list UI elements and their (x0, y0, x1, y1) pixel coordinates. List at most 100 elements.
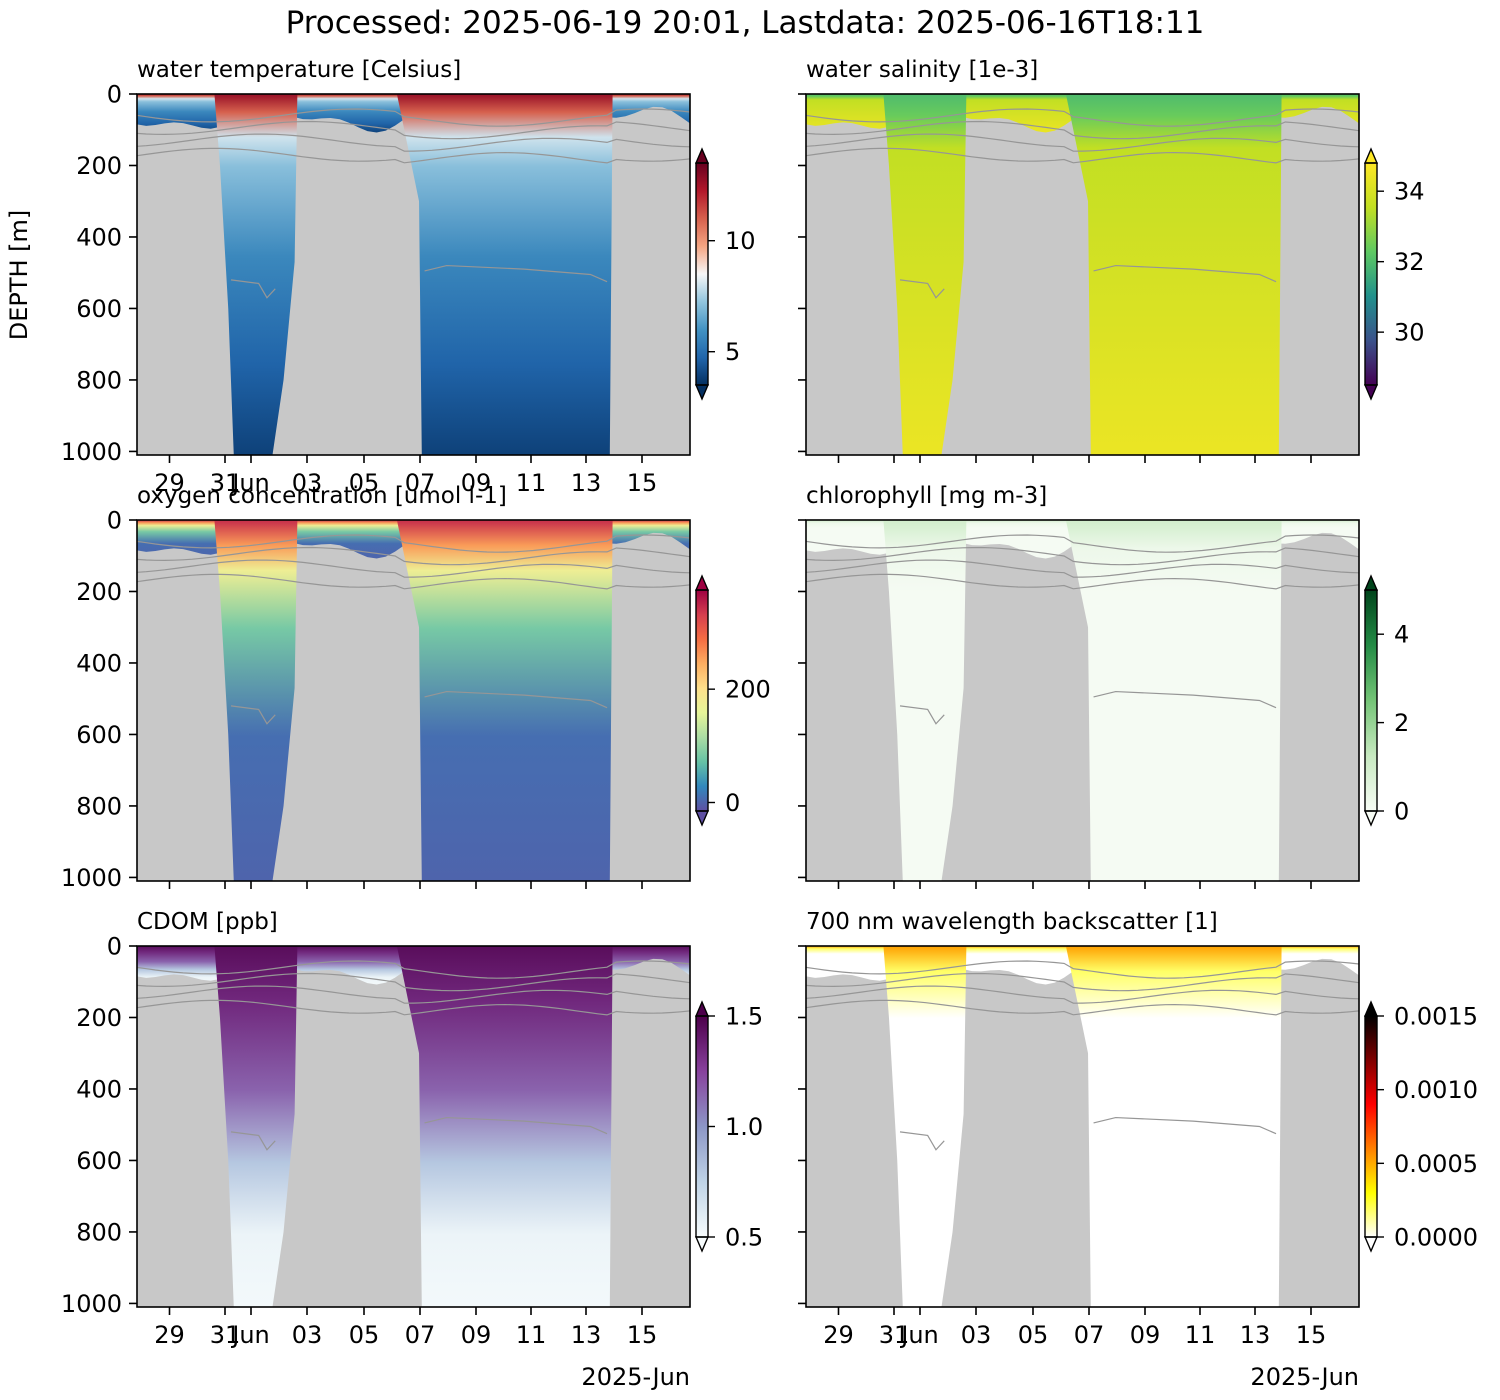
colorbar-extend-min (694, 384, 710, 401)
x-tick-label: 09 (1130, 1321, 1161, 1349)
contour-line (137, 985, 690, 1004)
colorbar-tick-label: 200 (725, 676, 771, 704)
contour-line (424, 690, 608, 709)
contour-line (137, 573, 690, 590)
y-tick-label: 800 (76, 1218, 122, 1246)
colorbar-tick-label: 0.0010 (1394, 1076, 1478, 1104)
contour-line (806, 999, 1359, 1016)
colorbar-gradient (696, 1016, 708, 1237)
colorbar-tick-label: 10 (725, 227, 756, 255)
colorbar: 30 32 34 (1363, 147, 1425, 401)
x-tick-label: 03 (292, 469, 323, 497)
x-tick-label: 15 (627, 469, 658, 497)
contour-line (137, 534, 690, 553)
x-tick-label: 31 (879, 1321, 910, 1349)
x-tick-label: 09 (461, 1321, 492, 1349)
deep-cast-1 (883, 520, 967, 881)
contour-line (424, 264, 608, 283)
contour-line (137, 960, 690, 979)
colorbar-gradient (696, 590, 708, 811)
colorbar-frame (1364, 162, 1378, 386)
contour-line (137, 999, 690, 1016)
y-tick-label: 600 (76, 295, 122, 323)
deep-cast-1 (214, 520, 298, 881)
colorbar-extend-max (694, 147, 710, 164)
deep-cast-1 (883, 94, 967, 455)
colorbar-frame (695, 589, 709, 812)
colorbar-extend-min (694, 1236, 710, 1253)
contour-line (806, 559, 1359, 578)
contour-line (137, 546, 690, 566)
colorbar-extend-max (694, 1000, 710, 1017)
heatmap-field (806, 94, 1359, 455)
contour-line (1093, 1116, 1277, 1135)
colorbar-tick-label: 34 (1394, 178, 1425, 206)
colorbar-extend-min (1363, 384, 1379, 401)
y-tick-label: 600 (76, 1147, 122, 1175)
contour-line (806, 534, 1359, 553)
x-tick-label: Jun (899, 1321, 939, 1349)
deep-cast-2 (396, 946, 613, 1307)
contour-line (806, 108, 1359, 127)
x-tick-label: 05 (349, 469, 380, 497)
y-tick-label: 400 (76, 1075, 122, 1103)
colorbar: 0.0000 0.0005 0.0010 0.0015 (1363, 1000, 1478, 1253)
contour-line (137, 108, 690, 127)
contour-line (1093, 690, 1277, 709)
y-tick-label: 0 (107, 933, 122, 961)
contour-line (899, 1131, 945, 1151)
contour-line (137, 559, 690, 578)
y-tick-label: 200 (76, 152, 122, 180)
axes-frame (136, 945, 691, 1308)
x-tick-label: 11 (1185, 1321, 1216, 1349)
deep-cast-2 (1065, 520, 1282, 881)
colorbar-tick-label: 0.5 (725, 1224, 763, 1252)
x-tick-label: 31 (210, 1321, 241, 1349)
colorbar-gradient (1365, 163, 1377, 385)
y-tick-label: 1000 (61, 1290, 122, 1318)
colorbar-extend-min (694, 810, 710, 827)
colorbar-tick-label: 30 (1394, 319, 1425, 347)
colorbar-frame (1364, 589, 1378, 812)
heatmap-field (806, 520, 1359, 881)
colorbar: 0 200 (694, 574, 771, 827)
x-tick-label: 07 (405, 469, 436, 497)
y-tick-label: 400 (76, 649, 122, 677)
panel-title: 700 nm wavelength backscatter [1] (806, 909, 1218, 935)
y-tick-label: 200 (76, 1004, 122, 1032)
contour-line (1093, 264, 1277, 283)
panel-title: CDOM [ppb] (137, 909, 278, 935)
contour-line (806, 960, 1359, 979)
deep-cast-2 (396, 94, 613, 455)
contour-line (806, 985, 1359, 1004)
contour-line (137, 133, 690, 152)
colorbar-tick-label: 1.0 (725, 1113, 763, 1141)
contour-line (806, 120, 1359, 140)
y-tick-label: 1000 (61, 864, 122, 892)
colorbar-tick-label: 0.0000 (1394, 1224, 1478, 1252)
colorbar-tick-label: 0.0005 (1394, 1150, 1478, 1178)
x-tick-label: 15 (627, 1321, 658, 1349)
contour-line (230, 705, 276, 725)
colorbar-tick-label: 0.0015 (1394, 1003, 1478, 1031)
x-tick-label: 09 (461, 469, 492, 497)
deep-cast-1 (214, 94, 298, 455)
colorbar-tick-label: 1.5 (725, 1003, 763, 1031)
colorbar-extend-max (694, 574, 710, 591)
panel-title: chlorophyll [mg m-3] (806, 483, 1047, 509)
colorbar-extend-max (1363, 574, 1379, 591)
colorbar: 0 2 4 (1363, 574, 1409, 827)
deep-cast-2 (1065, 94, 1282, 455)
y-tick-label: 0 (107, 81, 122, 109)
x-tick-label: 11 (516, 469, 547, 497)
x-tick-label: 07 (405, 1321, 436, 1349)
y-tick-label: 400 (76, 223, 122, 251)
colorbar-extend-min (1363, 1236, 1379, 1253)
panel-4: chlorophyll [mg m-3] 0 2 4 (798, 483, 1409, 889)
x-axis-date-label: 2025-Jun (581, 1363, 690, 1391)
contour-line (137, 147, 690, 164)
depth-axis-label: DEPTH [m] (5, 210, 33, 341)
colorbar-gradient (1365, 590, 1377, 811)
panel-1: water temperature [Celsius] 0 200 400 600 800… (61, 57, 756, 497)
